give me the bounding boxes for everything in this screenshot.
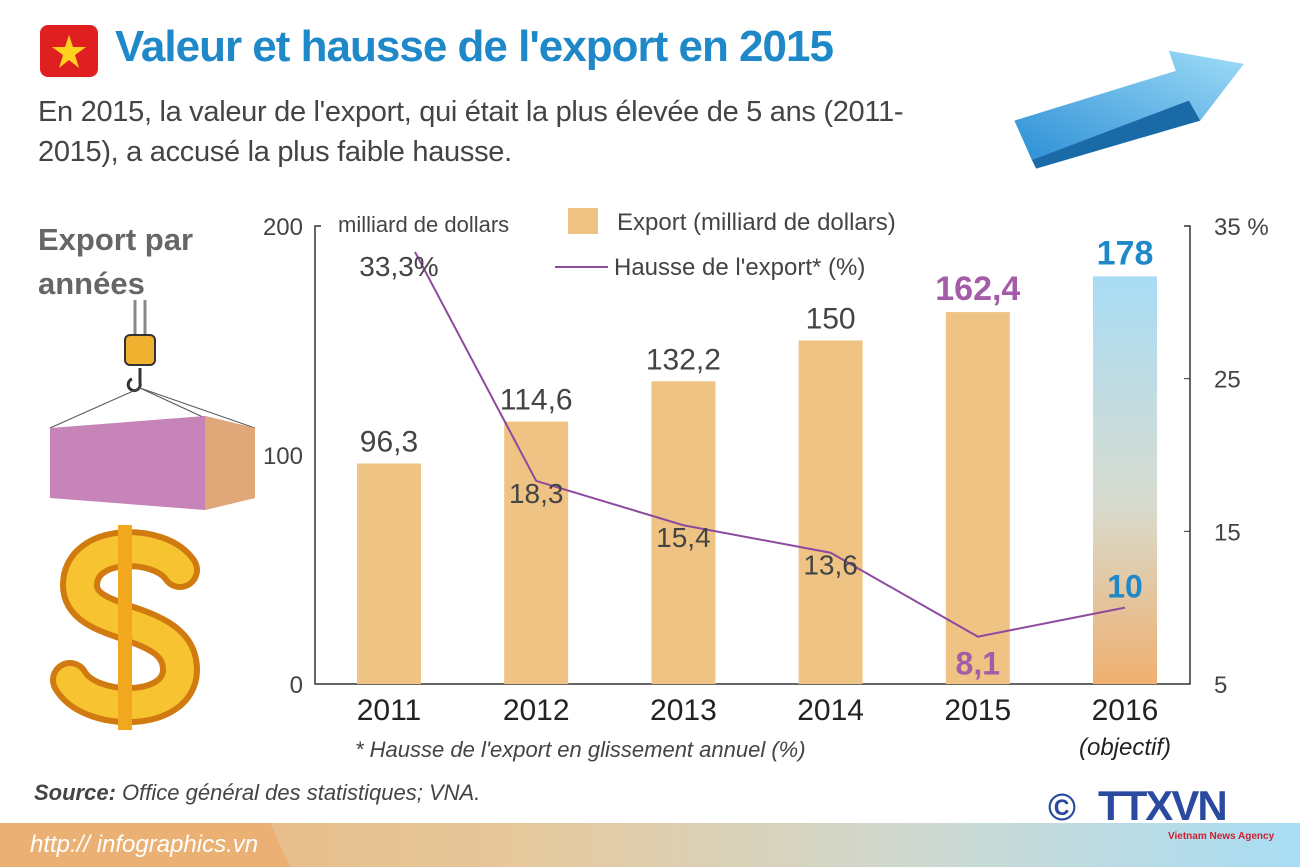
source-label: Source: [34, 780, 116, 805]
bar-value-label: 150 [806, 303, 856, 336]
section-title: Export par années [38, 222, 194, 301]
right-tick-label: 5 [1214, 672, 1227, 699]
line-point-label: 18,3 [509, 478, 564, 509]
logo-tagline: Vietnam News Agency [1168, 831, 1275, 842]
x-tick-note: (objectif) [1079, 734, 1171, 761]
bar-value-label: 96,3 [360, 425, 418, 458]
legend-label-export: Export (milliard de dollars) [617, 209, 896, 236]
x-tick-label: 2016 [1092, 694, 1159, 727]
line-point-label: 8,1 [956, 646, 1000, 682]
right-tick-label: 15 [1214, 519, 1241, 546]
bar-2013 [651, 381, 716, 684]
line-point-label: 13,6 [803, 550, 858, 581]
subtitle: En 2015, la valeur de l'export, qui étai… [38, 96, 904, 168]
copyright-symbol: © [1048, 787, 1076, 829]
bar-2016 [1093, 276, 1157, 684]
ttxvn-logo: © TTXVN Vietnam News Agency [1048, 782, 1278, 849]
dollar-sign-icon [50, 525, 201, 730]
left-tick-label: 0 [290, 672, 303, 699]
legend-swatch-export [568, 208, 598, 234]
x-tick-label: 2011 [357, 694, 422, 727]
hausse-line [414, 251, 1126, 638]
bar-2011 [357, 463, 421, 684]
container-crane-icon [49, 300, 256, 510]
x-tick-label: 2015 [944, 694, 1011, 727]
right-tick-label: 35 % [1214, 214, 1269, 241]
right-tick-label: 25 [1214, 367, 1241, 394]
x-tick-label: 2014 [797, 694, 864, 727]
page-title: Valeur et hausse de l'export en 2015 [115, 22, 834, 71]
bar-2014 [798, 340, 863, 684]
line-point-label: 10 [1107, 569, 1143, 605]
source-text: Office général des statistiques; VNA. [122, 780, 481, 805]
left-tick-label: 100 [263, 443, 303, 470]
left-tick-label: 200 [263, 214, 303, 241]
source: Source: Office général des statistiques;… [34, 780, 480, 806]
vietnam-flag-icon [40, 25, 98, 77]
axis-frame [314, 225, 1191, 685]
bar-2015 [945, 312, 1010, 684]
x-tick-label: 2013 [650, 694, 717, 727]
left-axis-label: milliard de dollars [338, 212, 509, 237]
bar-value-label: 132,2 [646, 343, 721, 376]
up-arrow-icon [1014, 50, 1244, 169]
legend-label-hausse: Hausse de l'export* (%) [614, 254, 865, 281]
logo-text: TTXVN [1098, 782, 1226, 829]
footnote: * Hausse de l'export en glissement annue… [355, 737, 806, 762]
bar-value-label: 178 [1097, 234, 1154, 272]
x-tick-label: 2012 [503, 694, 570, 727]
line-point-label: 33,3% [359, 251, 438, 282]
line-point-label: 15,4 [656, 522, 711, 553]
bar-2012 [504, 421, 569, 684]
chart: 0 100 200 5 15 25 35 % milliard de dollars Expor… [263, 208, 1269, 762]
bar-value-label: 162,4 [935, 270, 1020, 308]
bar-value-label: 114,6 [500, 384, 573, 417]
url-link[interactable]: http:// infographics.vn [0, 823, 290, 867]
